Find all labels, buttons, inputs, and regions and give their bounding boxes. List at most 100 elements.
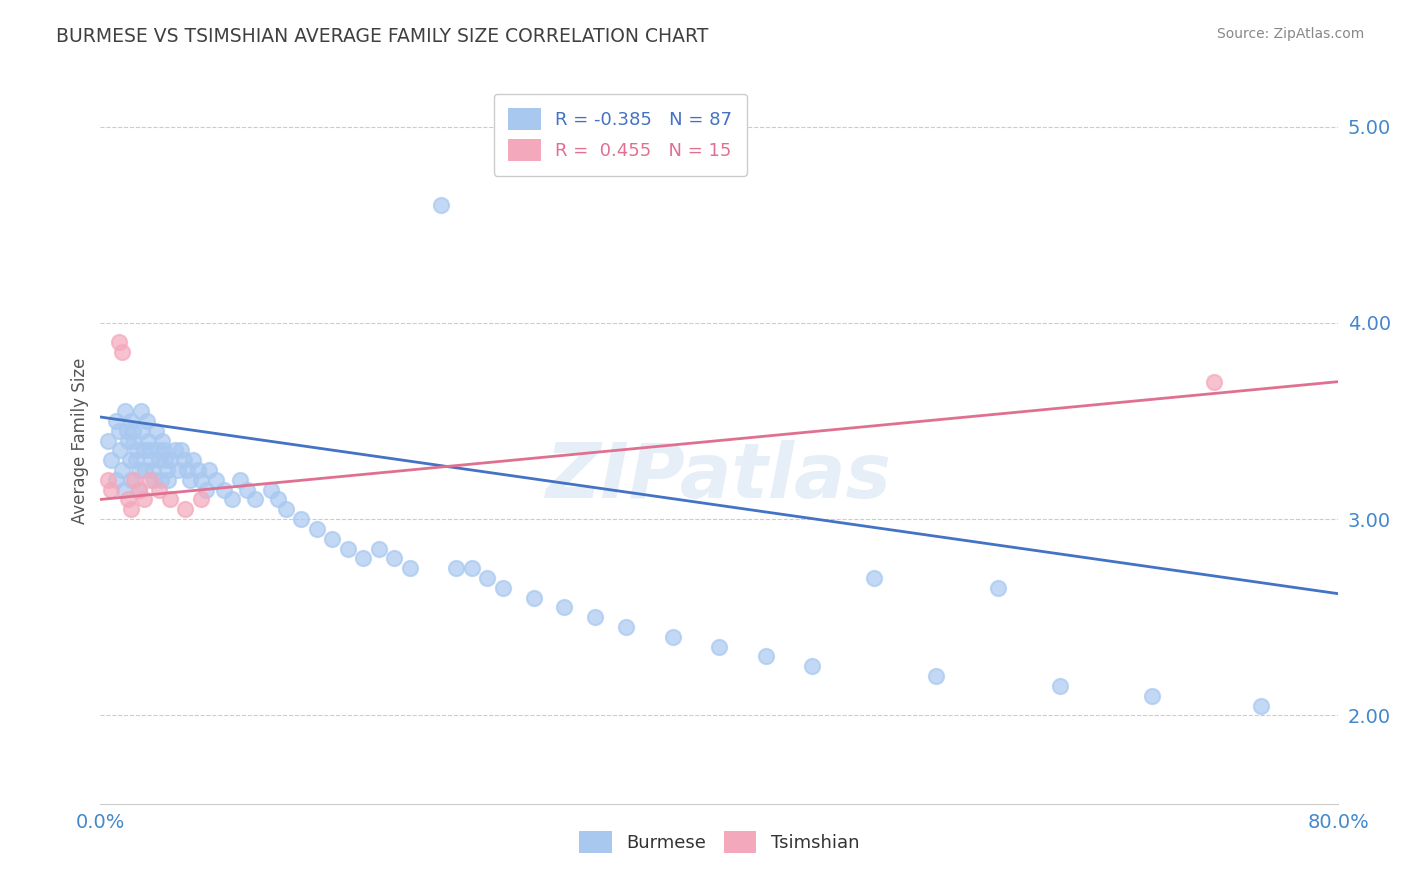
Point — [1142, 689, 1164, 703]
Point — [274, 502, 297, 516]
Point — [475, 571, 498, 585]
Point — [145, 424, 167, 438]
Point — [124, 473, 146, 487]
Point — [142, 463, 165, 477]
Point — [190, 473, 212, 487]
Point — [108, 335, 131, 350]
Point — [141, 453, 163, 467]
Point — [128, 463, 150, 477]
Point — [382, 551, 405, 566]
Point — [321, 532, 343, 546]
Point — [987, 581, 1010, 595]
Point — [491, 581, 513, 595]
Point — [190, 492, 212, 507]
Point — [148, 453, 170, 467]
Point — [173, 453, 195, 467]
Point — [305, 522, 328, 536]
Point — [1204, 375, 1226, 389]
Point — [124, 434, 146, 448]
Point — [194, 483, 217, 497]
Point — [709, 640, 731, 654]
Point — [117, 434, 139, 448]
Point — [522, 591, 544, 605]
Point — [163, 443, 186, 458]
Point — [159, 453, 181, 467]
Point — [352, 551, 374, 566]
Point — [336, 541, 359, 556]
Point — [444, 561, 467, 575]
Point — [1250, 698, 1272, 713]
Point — [187, 463, 209, 477]
Text: BURMESE VS TSIMSHIAN AVERAGE FAMILY SIZE CORRELATION CHART: BURMESE VS TSIMSHIAN AVERAGE FAMILY SIZE… — [56, 27, 709, 45]
Point — [104, 414, 127, 428]
Point — [205, 473, 228, 487]
Point — [460, 561, 482, 575]
Point — [176, 463, 198, 477]
Y-axis label: Average Family Size: Average Family Size — [72, 358, 89, 524]
Point — [121, 424, 143, 438]
Point — [111, 463, 134, 477]
Point — [290, 512, 312, 526]
Point — [136, 434, 159, 448]
Point — [134, 463, 156, 477]
Point — [104, 473, 127, 487]
Point — [114, 404, 136, 418]
Point — [135, 414, 157, 428]
Point — [100, 483, 122, 497]
Point — [259, 483, 281, 497]
Point — [111, 345, 134, 359]
Point — [583, 610, 606, 624]
Point — [429, 198, 451, 212]
Point — [149, 473, 172, 487]
Point — [128, 483, 150, 497]
Point — [925, 669, 948, 683]
Point — [267, 492, 290, 507]
Point — [129, 404, 152, 418]
Point — [159, 492, 181, 507]
Point — [181, 453, 204, 467]
Point — [112, 483, 135, 497]
Point — [156, 463, 179, 477]
Point — [614, 620, 637, 634]
Point — [170, 443, 193, 458]
Point — [1049, 679, 1071, 693]
Point — [174, 502, 197, 516]
Point — [108, 424, 131, 438]
Point — [236, 483, 259, 497]
Point — [228, 473, 250, 487]
Point — [367, 541, 389, 556]
Point — [118, 453, 141, 467]
Point — [132, 492, 155, 507]
Point — [120, 414, 142, 428]
Point — [125, 453, 148, 467]
Point — [131, 424, 153, 438]
Point — [166, 463, 188, 477]
Point — [139, 443, 162, 458]
Point — [97, 473, 120, 487]
Legend: R = -0.385   N = 87, R =  0.455   N = 15: R = -0.385 N = 87, R = 0.455 N = 15 — [494, 94, 747, 176]
Point — [120, 473, 142, 487]
Point — [221, 492, 243, 507]
Point — [755, 649, 778, 664]
Point — [143, 473, 166, 487]
Text: Source: ZipAtlas.com: Source: ZipAtlas.com — [1216, 27, 1364, 41]
Point — [127, 443, 149, 458]
Point — [801, 659, 824, 673]
Point — [179, 473, 201, 487]
Point — [155, 453, 177, 467]
Text: ZIPatlas: ZIPatlas — [546, 440, 893, 514]
Point — [110, 443, 132, 458]
Point — [97, 434, 120, 448]
Point — [100, 453, 122, 467]
Point — [398, 561, 420, 575]
Point — [197, 463, 219, 477]
Point — [139, 473, 162, 487]
Point — [157, 473, 180, 487]
Point — [146, 443, 169, 458]
Point — [212, 483, 235, 497]
Point — [132, 443, 155, 458]
Point — [152, 443, 174, 458]
Point — [662, 630, 685, 644]
Point — [243, 492, 266, 507]
Point — [120, 502, 142, 516]
